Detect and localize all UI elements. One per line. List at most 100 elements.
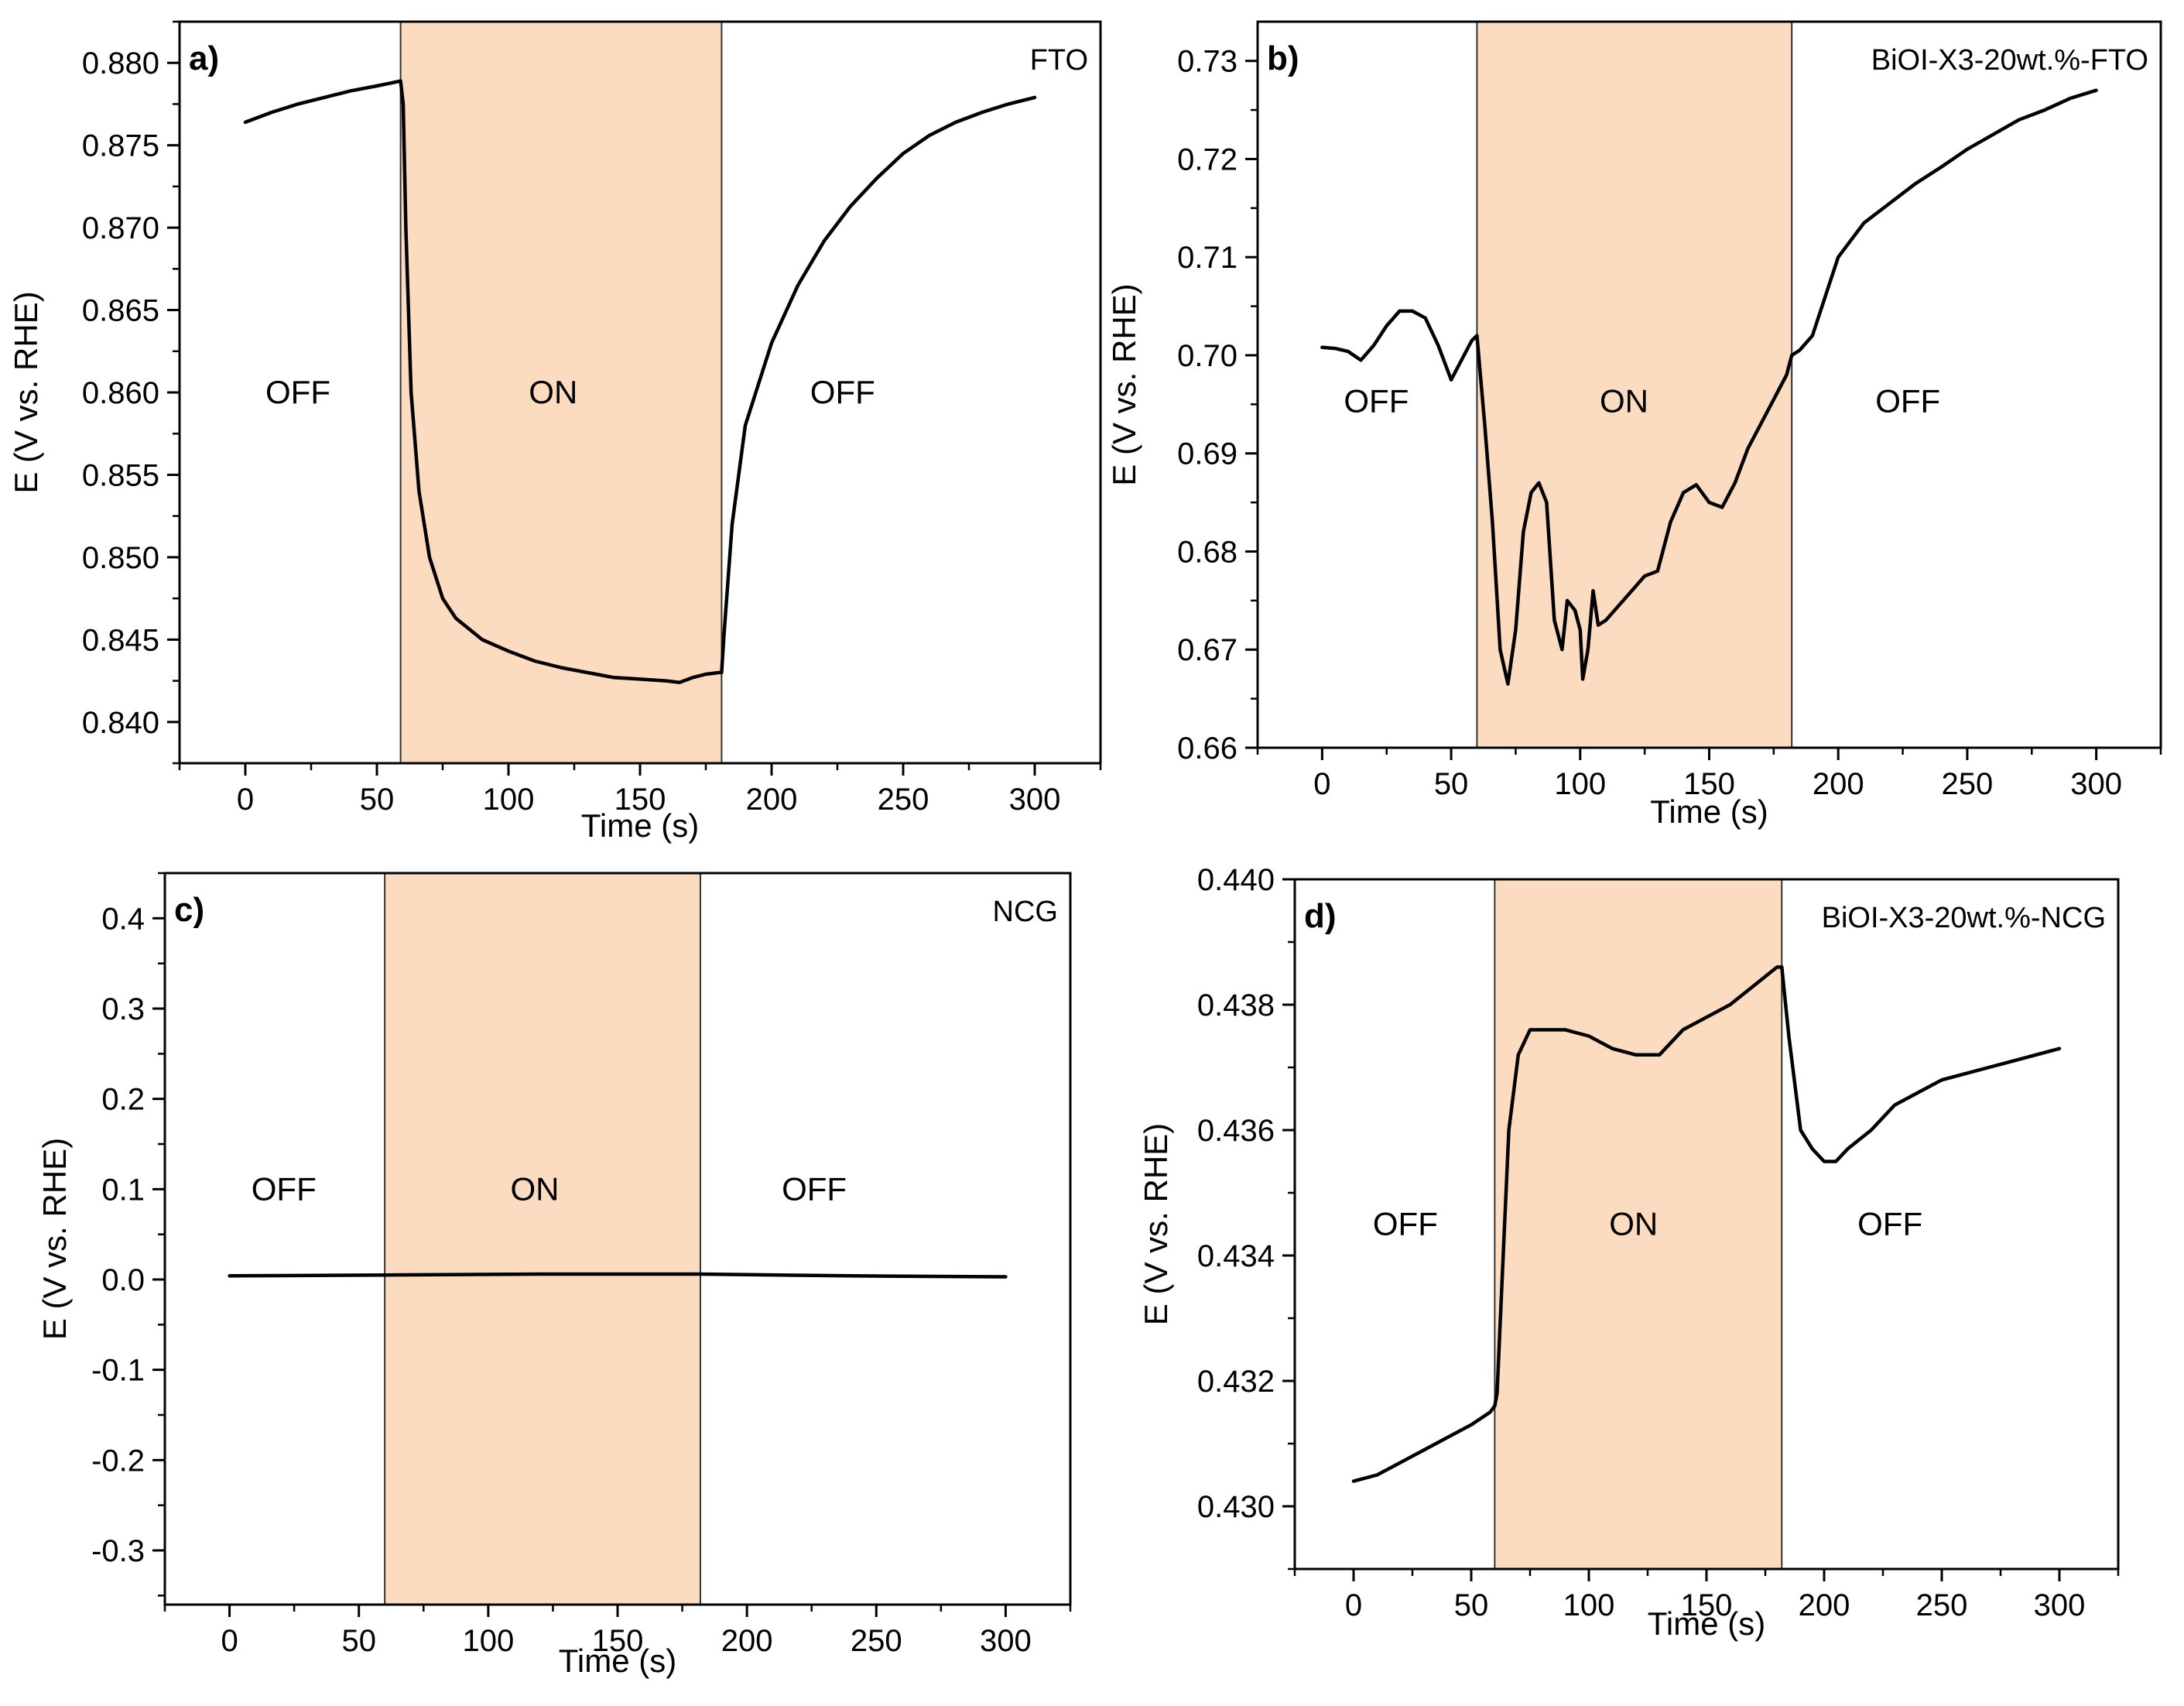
x-tick-label: 150 xyxy=(1681,1588,1733,1622)
panel-b: 0 50 100 150 200 250 300 0.66 0.67 0.68 0.69 0.70 0.… xyxy=(1106,20,2162,830)
y-tick-label: 0.840 xyxy=(82,706,159,740)
x-tick-label: 100 xyxy=(1554,767,1606,801)
sample-label: BiOI-X3-20wt.%-NCG xyxy=(1822,902,2106,934)
state-label: OFF xyxy=(265,374,330,410)
y-axis-title: E (V vs. RHE) xyxy=(36,1138,73,1340)
x-tick-label: 200 xyxy=(1799,1588,1850,1622)
x-tick-label: 250 xyxy=(878,783,929,817)
panel-label: a) xyxy=(189,39,219,77)
y-tick-label: 0.430 xyxy=(1197,1490,1275,1524)
x-tick-label: 0 xyxy=(221,1624,238,1658)
state-label: OFF xyxy=(1344,383,1409,420)
y-tick-label: 0.2 xyxy=(101,1083,145,1117)
x-tick-label: 200 xyxy=(746,783,798,817)
y-tick-label: 0.865 xyxy=(82,294,159,328)
y-tick-label: 0.1 xyxy=(101,1173,145,1207)
y-tick-label: 0.875 xyxy=(82,129,159,163)
y-tick-label: 0.432 xyxy=(1197,1365,1275,1399)
panel-d: 0 50 100 150 200 250 300 0.430 0.432 0.434 0.436 0.… xyxy=(1138,863,2120,1642)
y-tick-label: 0.440 xyxy=(1197,863,1275,897)
x-tick-label: 150 xyxy=(592,1624,644,1658)
x-tick-label: 50 xyxy=(1434,767,1469,801)
y-axis-title: E (V vs. RHE) xyxy=(1106,283,1142,485)
y-tick-label: 0.3 xyxy=(101,992,145,1026)
on-region xyxy=(1494,879,1783,1570)
state-label: OFF xyxy=(252,1170,317,1207)
on-region xyxy=(384,872,701,1605)
x-axis-title: Time (s) xyxy=(1650,793,1768,830)
x-tick-label: 250 xyxy=(1916,1588,1968,1622)
x-tick-label: 0 xyxy=(237,783,254,817)
state-label: OFF xyxy=(782,1170,847,1207)
x-tick-label: 250 xyxy=(1942,767,1994,801)
series-line xyxy=(228,1272,1008,1279)
panel-label: c) xyxy=(174,891,204,929)
panel-label: d) xyxy=(1304,897,1337,935)
state-label: ON xyxy=(1600,383,1648,420)
y-tick-label: 0.66 xyxy=(1177,731,1237,766)
panel-c: 0 50 100 150 200 250 300 -0.3 -0.2 -0.1 0.0 0.1 0.2 0… xyxy=(36,872,1072,1679)
y-tick-label: 0.436 xyxy=(1197,1114,1275,1148)
x-tick-label: 300 xyxy=(2034,1588,2086,1622)
state-label: OFF xyxy=(810,374,875,410)
y-tick-label: 0.870 xyxy=(82,211,159,245)
state-label: ON xyxy=(1609,1206,1658,1242)
x-tick-label: 150 xyxy=(614,783,666,817)
x-tick-label: 300 xyxy=(1009,783,1061,817)
y-tick-label: 0.438 xyxy=(1197,988,1275,1023)
x-tick-label: 200 xyxy=(721,1624,773,1658)
y-tick-label: 0.850 xyxy=(82,541,159,575)
x-tick-label: 150 xyxy=(1683,767,1735,801)
y-tick-label: 0.880 xyxy=(82,46,159,81)
state-label: OFF xyxy=(1373,1206,1438,1242)
x-tick-label: 50 xyxy=(341,1624,376,1658)
y-tick-label: 0.860 xyxy=(82,376,159,410)
on-region xyxy=(1476,21,1793,749)
y-tick-label: -0.3 xyxy=(91,1534,145,1568)
y-tick-label: 0.72 xyxy=(1177,142,1237,176)
on-region xyxy=(399,21,723,764)
state-label: OFF xyxy=(1857,1206,1922,1242)
x-axis-title: Time (s) xyxy=(559,1643,676,1679)
sample-label: BiOI-X3-20wt.%-FTO xyxy=(1871,44,2148,77)
panel-a: 0 50 100 150 200 250 300 0.840 0.845 0.850 0.855 0.… xyxy=(8,20,1102,844)
x-tick-label: 100 xyxy=(462,1624,514,1658)
x-tick-label: 0 xyxy=(1313,767,1330,801)
state-label: ON xyxy=(529,374,577,410)
x-tick-label: 50 xyxy=(360,783,395,817)
sample-label: FTO xyxy=(1030,44,1088,77)
series-line xyxy=(243,79,1037,684)
x-tick-label: 100 xyxy=(483,783,535,817)
x-tick-label: 300 xyxy=(2070,767,2122,801)
state-label: ON xyxy=(511,1170,560,1207)
y-tick-label: 0.855 xyxy=(82,458,159,492)
y-tick-label: 0.4 xyxy=(101,902,145,936)
y-tick-label: 0.67 xyxy=(1177,633,1237,667)
y-tick-label: -0.1 xyxy=(91,1354,145,1388)
y-tick-label: 0.73 xyxy=(1177,45,1237,79)
x-tick-label: 100 xyxy=(1563,1588,1615,1622)
y-tick-label: 0.69 xyxy=(1177,437,1237,471)
y-tick-label: 0.71 xyxy=(1177,241,1237,275)
x-tick-label: 200 xyxy=(1813,767,1864,801)
x-tick-label: 300 xyxy=(980,1624,1032,1658)
x-tick-label: 250 xyxy=(851,1624,902,1658)
sample-label: NCG xyxy=(993,896,1058,928)
y-tick-label: 0.0 xyxy=(101,1263,145,1297)
state-label: OFF xyxy=(1875,383,1940,420)
x-axis-title: Time (s) xyxy=(581,807,699,844)
y-tick-label: 0.70 xyxy=(1177,339,1237,373)
series-line xyxy=(1351,965,2062,1483)
x-axis-title: Time (s) xyxy=(1648,1605,1765,1642)
y-tick-label: 0.68 xyxy=(1177,535,1237,569)
x-tick-label: 50 xyxy=(1454,1588,1489,1622)
y-tick-label: 0.845 xyxy=(82,623,159,657)
y-tick-label: -0.2 xyxy=(91,1444,145,1478)
y-axis-title: E (V vs. RHE) xyxy=(1138,1123,1174,1325)
y-tick-label: 0.434 xyxy=(1197,1239,1275,1273)
series-line xyxy=(1320,88,2098,686)
panel-label: b) xyxy=(1267,39,1299,77)
x-tick-label: 0 xyxy=(1345,1588,1362,1622)
y-axis-title: E (V vs. RHE) xyxy=(8,291,44,493)
